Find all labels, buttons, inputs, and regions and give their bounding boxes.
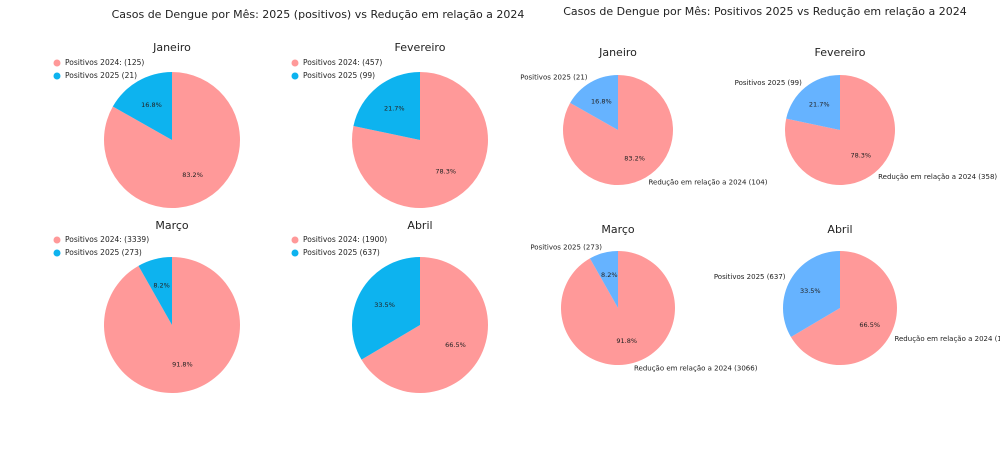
slice-label: Positivos 2025 (99) <box>735 79 803 87</box>
slice-percent: 21.7% <box>384 104 405 112</box>
pie-slice <box>138 257 172 325</box>
pie-slice <box>570 75 618 130</box>
slice-percent: 33.5% <box>374 301 395 309</box>
slice-percent: 78.3% <box>435 168 456 176</box>
slice-label: Redução em relação a 2024 (3066) <box>634 365 758 373</box>
pie-slice <box>783 251 840 338</box>
slice-percent: 33.5% <box>800 287 821 295</box>
slice-label: Positivos 2025 (637) <box>714 273 786 281</box>
slice-percent: 91.8% <box>616 337 637 345</box>
legend-marker <box>291 236 299 244</box>
pie-slice <box>790 251 897 365</box>
pie-slice <box>561 251 676 366</box>
panel-title: Março <box>155 219 189 232</box>
pie-slice <box>589 251 618 308</box>
slice-percent: 8.2% <box>153 282 170 290</box>
slice-percent: 21.7% <box>809 100 830 108</box>
legend-label: Positivos 2024: (3339) <box>65 235 149 244</box>
slice-label: Redução em relação a 2024 (104) <box>648 178 767 186</box>
pie-slice <box>352 257 420 360</box>
panel-title: Abril <box>407 219 432 232</box>
panel-title: Janeiro <box>152 41 191 54</box>
pie-slice <box>112 72 172 140</box>
legend-marker <box>53 72 61 80</box>
legend-marker <box>53 236 61 244</box>
panel-title: Março <box>601 223 635 236</box>
legend-marker <box>291 72 299 80</box>
slice-percent: 16.8% <box>141 101 162 109</box>
legend-label: Positivos 2024: (125) <box>65 58 144 67</box>
slice-percent: 78.3% <box>850 152 871 160</box>
panel-title: Janeiro <box>598 46 637 59</box>
slice-label: Redução em relação a 2024 (358) <box>878 173 997 181</box>
legend-label: Positivos 2025 (99) <box>303 71 375 80</box>
legend-label: Positivos 2025 (273) <box>65 248 142 257</box>
figure-title: Casos de Dengue por Mês: 2025 (positivos… <box>112 8 525 21</box>
slice-label: Positivos 2025 (273) <box>530 243 602 251</box>
pie-slice <box>786 75 840 130</box>
pie-slice <box>353 72 420 140</box>
slice-label: Redução em relação a 2024 (126 <box>894 335 1000 343</box>
slice-percent: 91.8% <box>172 360 193 368</box>
legend-label: Positivos 2024: (1900) <box>303 235 387 244</box>
legend-label: Positivos 2025 (637) <box>303 248 380 257</box>
legend-label: Positivos 2024: (457) <box>303 58 382 67</box>
panel-title: Abril <box>827 223 852 236</box>
slice-label: Positivos 2025 (21) <box>520 74 588 82</box>
figure-title: Casos de Dengue por Mês: Positivos 2025 … <box>563 5 967 18</box>
slice-percent: 8.2% <box>601 271 618 279</box>
legend-label: Positivos 2025 (21) <box>65 71 137 80</box>
panel-title: Fevereiro <box>395 41 446 54</box>
legend-marker <box>53 59 61 67</box>
slice-percent: 66.5% <box>445 341 466 349</box>
panel-title: Fevereiro <box>815 46 866 59</box>
legend-marker <box>53 249 61 257</box>
legend-marker <box>291 59 299 67</box>
legend-marker <box>291 249 299 257</box>
slice-percent: 16.8% <box>591 97 612 105</box>
pie-slice <box>361 257 489 394</box>
slice-percent: 83.2% <box>624 155 645 163</box>
slice-percent: 66.5% <box>859 321 880 329</box>
slice-percent: 83.2% <box>182 171 203 179</box>
